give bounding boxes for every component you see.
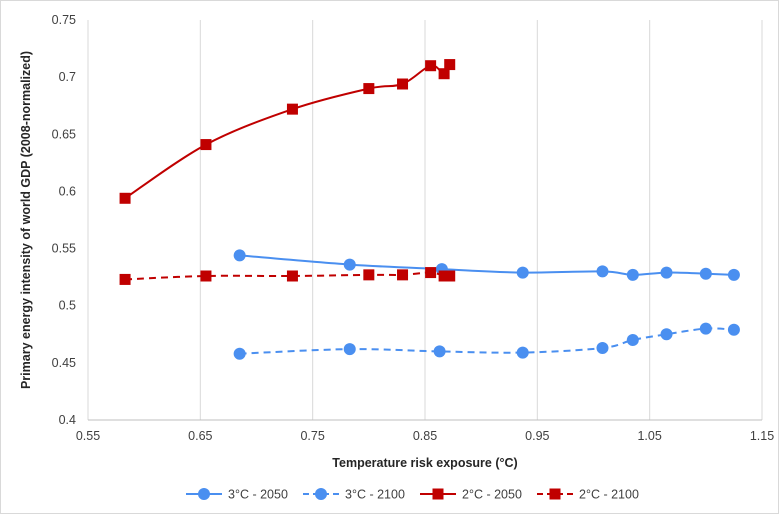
legend-marker bbox=[198, 488, 210, 500]
legend-marker bbox=[432, 488, 444, 500]
data-point bbox=[119, 192, 131, 204]
y-tick-label: 0.75 bbox=[52, 13, 76, 27]
series-3 bbox=[119, 267, 456, 285]
legend-item: 3°C - 2100 bbox=[303, 488, 405, 502]
series-2 bbox=[119, 59, 456, 204]
legend-item: 2°C - 2100 bbox=[537, 488, 639, 502]
x-tick-label: 0.65 bbox=[188, 429, 212, 443]
grid bbox=[87, 20, 763, 420]
data-point bbox=[397, 78, 409, 90]
x-tick-label: 0.95 bbox=[525, 429, 549, 443]
x-axis-title: Temperature risk exposure (°C) bbox=[332, 456, 517, 470]
x-tick-label: 1.05 bbox=[637, 429, 661, 443]
data-point bbox=[397, 269, 409, 281]
data-point bbox=[119, 273, 131, 285]
data-point bbox=[233, 347, 246, 360]
y-axis-title: Primary energy intensity of world GDP (2… bbox=[19, 51, 33, 389]
data-point bbox=[660, 266, 673, 279]
data-point bbox=[438, 68, 450, 80]
series-0 bbox=[233, 249, 740, 281]
data-point bbox=[363, 83, 375, 95]
y-tick-label: 0.45 bbox=[52, 356, 76, 370]
series-line bbox=[239, 327, 734, 355]
data-point bbox=[596, 342, 609, 354]
data-point bbox=[343, 343, 356, 356]
y-tick-label: 0.4 bbox=[59, 413, 76, 427]
legend-label: 2°C - 2100 bbox=[579, 488, 639, 502]
x-tick-label: 0.75 bbox=[300, 429, 324, 443]
data-point bbox=[699, 267, 712, 280]
series-1 bbox=[233, 322, 740, 360]
y-tick-label: 0.7 bbox=[59, 70, 76, 84]
data-point bbox=[200, 139, 212, 151]
data-point bbox=[699, 322, 712, 335]
data-point bbox=[233, 249, 246, 262]
data-point bbox=[516, 346, 529, 359]
data-point bbox=[425, 267, 437, 279]
legend-item: 2°C - 2050 bbox=[420, 488, 522, 502]
data-point bbox=[727, 268, 740, 281]
legend-marker bbox=[315, 488, 327, 500]
x-tick-label: 0.55 bbox=[76, 429, 100, 443]
x-tick-label: 1.15 bbox=[750, 429, 774, 443]
y-tick-label: 0.55 bbox=[52, 242, 76, 256]
data-point bbox=[363, 269, 375, 281]
data-point bbox=[444, 59, 456, 71]
data-point bbox=[200, 270, 212, 282]
data-point bbox=[596, 265, 609, 278]
legend: 3°C - 2050 3°C - 2100 2°C - 2050 2°C - 2100 bbox=[186, 488, 639, 502]
data-point bbox=[425, 60, 437, 72]
legend-marker bbox=[549, 488, 561, 500]
legend-item: 3°C - 2050 bbox=[186, 488, 288, 502]
y-tick-label: 0.6 bbox=[59, 184, 76, 198]
data-point bbox=[343, 258, 356, 271]
data-point bbox=[433, 345, 446, 358]
data-point bbox=[444, 270, 456, 282]
axes: 0.55 0.65 0.75 0.85 0.95 1.05 1.15 0.4 0.45 0.5 0.… bbox=[52, 13, 775, 443]
y-tick-label: 0.65 bbox=[52, 127, 76, 141]
data-point bbox=[286, 103, 298, 115]
data-point bbox=[626, 268, 639, 281]
data-point bbox=[660, 328, 673, 341]
legend-label: 3°C - 2100 bbox=[345, 488, 405, 502]
series bbox=[119, 59, 740, 360]
legend-label: 3°C - 2050 bbox=[228, 488, 288, 502]
x-tick-label: 0.85 bbox=[413, 429, 437, 443]
data-point bbox=[438, 270, 450, 282]
data-point bbox=[727, 323, 740, 336]
data-point bbox=[626, 334, 639, 346]
y-tick-label: 0.5 bbox=[59, 299, 76, 313]
legend-label: 2°C - 2050 bbox=[462, 488, 522, 502]
data-point bbox=[286, 270, 298, 282]
data-point bbox=[516, 266, 529, 279]
